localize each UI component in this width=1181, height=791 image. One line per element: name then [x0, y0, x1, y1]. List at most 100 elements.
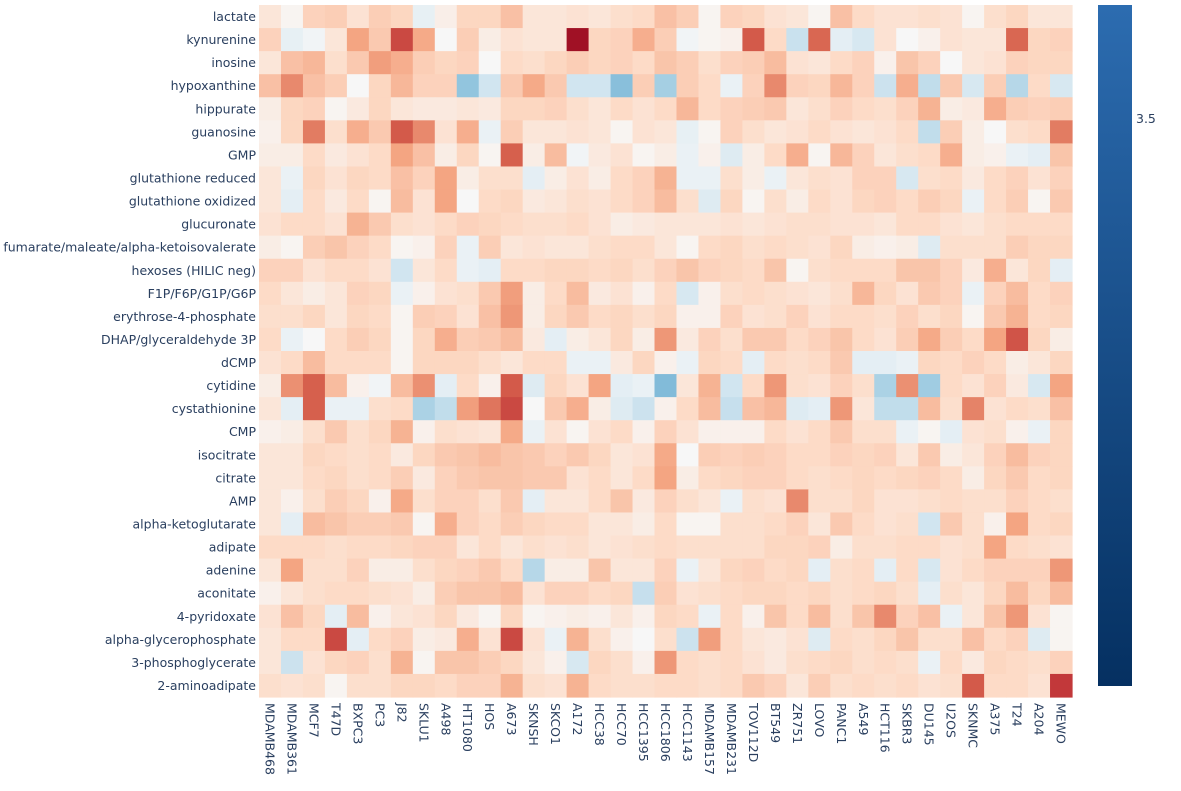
heatmap-cell	[544, 28, 568, 52]
heatmap-cell	[698, 650, 722, 675]
heatmap-cell	[984, 166, 1007, 191]
heatmap-cell	[918, 489, 941, 514]
heatmap-cell	[588, 304, 612, 329]
heatmap-cell	[1006, 5, 1029, 29]
heatmap-cell	[632, 535, 656, 560]
heatmap-cell	[830, 466, 853, 490]
row-label: F1P/F6P/G1P/G6P	[148, 286, 257, 301]
heatmap-cell	[324, 512, 348, 537]
heatmap-cell	[632, 235, 656, 260]
heatmap-cell	[786, 304, 809, 329]
heatmap-cell	[478, 5, 502, 29]
heatmap-cell	[566, 97, 590, 121]
heatmap-cell	[786, 235, 809, 260]
heatmap-cell	[742, 512, 765, 537]
heatmap-cell	[456, 489, 480, 514]
heatmap-cell	[412, 374, 436, 398]
heatmap-cell	[1050, 258, 1073, 283]
column-label: LOVO	[812, 703, 827, 737]
heatmap-cell	[610, 420, 634, 444]
heatmap-cell	[544, 420, 568, 444]
column-label: SKBR3	[900, 703, 915, 744]
heatmap-cell	[632, 166, 656, 191]
heatmap-cell	[808, 304, 831, 329]
heatmap-cell	[1006, 235, 1029, 260]
heatmap-cell	[544, 327, 568, 352]
heatmap-cell	[259, 512, 282, 537]
heatmap-cell	[259, 489, 282, 514]
heatmap-cell	[654, 351, 678, 375]
heatmap-cell	[544, 466, 568, 490]
heatmap-cell	[346, 258, 370, 283]
heatmap-cell	[874, 512, 897, 537]
heatmap-cell	[434, 512, 458, 537]
heatmap-cell	[610, 5, 634, 29]
heatmap-cell	[434, 351, 458, 375]
heatmap-cell	[610, 535, 634, 560]
heatmap-cell	[259, 166, 282, 191]
heatmap-cell	[984, 374, 1007, 398]
heatmap-cell	[962, 397, 985, 421]
heatmap-cell	[962, 466, 985, 490]
heatmap-cell	[984, 650, 1007, 675]
heatmap-cell	[259, 281, 282, 306]
heatmap-cell	[324, 166, 348, 191]
heatmap-cell	[390, 166, 414, 191]
heatmap-cell	[918, 673, 941, 698]
heatmap-cell	[368, 143, 392, 168]
heatmap-cell	[896, 351, 919, 375]
heatmap-cell	[412, 489, 436, 514]
heatmap-cell	[632, 420, 656, 444]
heatmap-cell	[500, 74, 524, 98]
heatmap-cell	[544, 281, 568, 306]
heatmap-cell	[918, 258, 941, 283]
heatmap-cell	[566, 28, 590, 52]
heatmap-cell	[324, 581, 348, 606]
heatmap-cell	[259, 97, 282, 121]
heatmap-cell	[544, 235, 568, 260]
heatmap-cell	[456, 673, 480, 698]
heatmap-cell	[456, 97, 480, 121]
heatmap-cell	[500, 397, 524, 421]
heatmap-cell	[280, 74, 304, 98]
heatmap-cell	[918, 120, 941, 144]
heatmap-cell	[302, 304, 326, 329]
heatmap-cell	[478, 212, 502, 237]
heatmap-cell	[984, 5, 1007, 29]
heatmap-cell	[434, 604, 458, 629]
column-label: PANC1	[834, 703, 849, 744]
heatmap-cell	[764, 97, 787, 121]
heatmap-cell	[698, 327, 722, 352]
row-label: DHAP/glyceraldehyde 3P	[101, 332, 256, 347]
column-label: MDAMB468	[262, 703, 277, 775]
heatmap-cell	[742, 535, 765, 560]
heatmap-cell	[962, 281, 985, 306]
heatmap-cell	[764, 51, 787, 75]
heatmap-cell	[280, 581, 304, 606]
heatmap-cell	[478, 28, 502, 52]
heatmap-cell	[610, 235, 634, 260]
heatmap-cell	[390, 397, 414, 421]
heatmap-cell	[1006, 650, 1029, 675]
heatmap-cell	[698, 374, 722, 398]
row-label: isocitrate	[198, 447, 257, 462]
heatmap-cell	[456, 558, 480, 583]
heatmap-cell	[984, 235, 1007, 260]
heatmap-cell	[698, 304, 722, 329]
column-label: PC3	[372, 703, 387, 727]
heatmap-cell	[588, 443, 612, 467]
heatmap-cell	[984, 558, 1007, 583]
heatmap-cell	[896, 581, 919, 606]
heatmap-cell	[808, 420, 831, 444]
heatmap-cell	[764, 397, 787, 421]
heatmap-cell	[259, 627, 282, 652]
heatmap-cell	[544, 304, 568, 329]
heatmap-cell	[896, 189, 919, 214]
heatmap-cell	[654, 235, 678, 260]
heatmap-cell	[1028, 74, 1051, 98]
heatmap-cell	[522, 235, 546, 260]
heatmap-cell	[632, 143, 656, 168]
heatmap-cell	[610, 351, 634, 375]
heatmap-cell	[324, 5, 348, 29]
heatmap-cell	[764, 535, 787, 560]
